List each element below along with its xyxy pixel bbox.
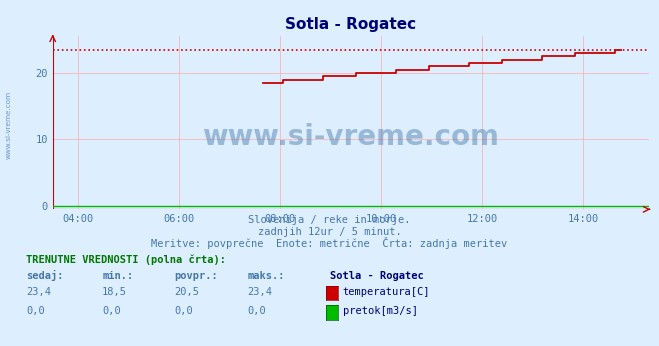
- Text: min.:: min.:: [102, 271, 133, 281]
- Text: pretok[m3/s]: pretok[m3/s]: [343, 306, 418, 316]
- Text: Slovenija / reke in morje.: Slovenija / reke in morje.: [248, 215, 411, 225]
- Text: sedaj:: sedaj:: [26, 270, 64, 281]
- Title: Sotla - Rogatec: Sotla - Rogatec: [285, 17, 416, 33]
- Text: 0,0: 0,0: [26, 306, 45, 316]
- Text: 23,4: 23,4: [26, 287, 51, 297]
- Text: 0,0: 0,0: [247, 306, 266, 316]
- Text: 0,0: 0,0: [102, 306, 121, 316]
- Text: Meritve: povprečne  Enote: metrične  Črta: zadnja meritev: Meritve: povprečne Enote: metrične Črta:…: [152, 237, 507, 249]
- Text: 20,5: 20,5: [175, 287, 200, 297]
- Text: maks.:: maks.:: [247, 271, 285, 281]
- Text: 0,0: 0,0: [175, 306, 193, 316]
- Text: TRENUTNE VREDNOSTI (polna črta):: TRENUTNE VREDNOSTI (polna črta):: [26, 254, 226, 265]
- Text: povpr.:: povpr.:: [175, 271, 218, 281]
- Text: www.si-vreme.com: www.si-vreme.com: [5, 91, 12, 158]
- Text: 23,4: 23,4: [247, 287, 272, 297]
- Text: www.si-vreme.com: www.si-vreme.com: [202, 123, 500, 151]
- Text: 18,5: 18,5: [102, 287, 127, 297]
- Text: Sotla - Rogatec: Sotla - Rogatec: [330, 271, 423, 281]
- Text: temperatura[C]: temperatura[C]: [343, 287, 430, 297]
- Text: zadnjih 12ur / 5 minut.: zadnjih 12ur / 5 minut.: [258, 227, 401, 237]
